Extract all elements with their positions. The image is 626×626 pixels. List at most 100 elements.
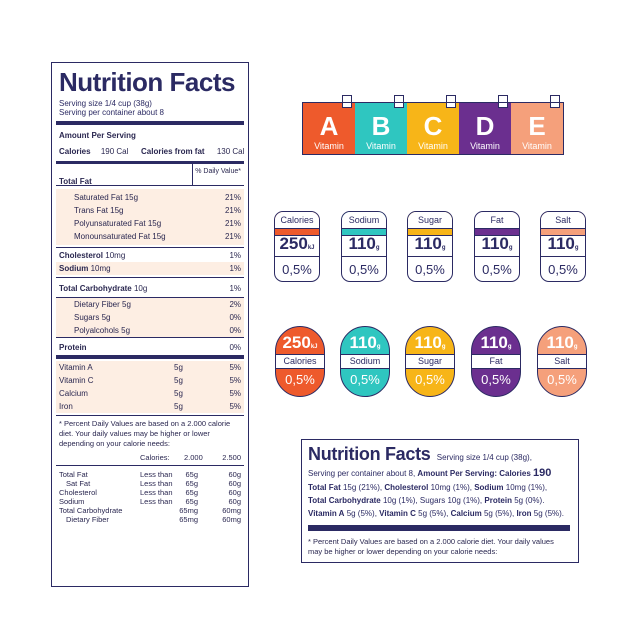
thick-divider — [56, 355, 244, 359]
vitamin-row-pct: 5% — [229, 363, 241, 372]
h-segment: Total Fat 15g (21%), — [308, 483, 384, 492]
nutrition-facts-label-vertical: Nutrition Facts Serving size 1/4 cup (38… — [51, 62, 249, 587]
carb-row-label: Dietary Fiber 5g — [74, 300, 131, 309]
fat-row-pct: 21% — [224, 206, 241, 215]
badge-value: 110 — [414, 333, 442, 352]
badge-value: 110 — [546, 333, 574, 352]
divider — [56, 185, 244, 186]
divider — [56, 297, 244, 298]
vitamin-row-label: Vitamin C — [59, 376, 94, 385]
tag-icon — [446, 95, 456, 108]
h-segment: Cholesterol 10mg (1%), — [384, 483, 474, 492]
vitamin-row: Iron 5g 5% — [56, 400, 244, 413]
dv-row-cond: Less than — [140, 470, 173, 479]
h-segment-label: Protein — [484, 496, 512, 505]
vitamin-row-pct: 5% — [229, 402, 241, 411]
h-segment-value: 10g (1%), Sugars 10g (1%), — [382, 496, 483, 505]
dv-row-label: Cholesterol — [59, 488, 97, 497]
dv-header-c2: 2.500 — [222, 453, 241, 462]
vitamin-name: Vitamin — [418, 141, 448, 151]
dv-table-row: Total Fat Less than 65g 60g — [56, 470, 244, 479]
vitamin-row-amount: 5g — [174, 389, 183, 398]
badge-value-row: 110g — [408, 234, 452, 254]
badge-value: 110 — [481, 234, 509, 253]
badge-value-row: 110g — [472, 333, 520, 353]
vitamin-row-pct: 5% — [229, 376, 241, 385]
badge-name: Fat — [490, 215, 504, 225]
calories-label: Calories — [59, 147, 91, 156]
badge-value: 250 — [279, 234, 308, 253]
badge-value-row: 250kJ — [275, 234, 319, 254]
badge-percent: 0,5% — [285, 372, 315, 387]
fat-row: Polyunsaturated Fat 15g 21% — [56, 217, 244, 230]
vitamin-row-label: Iron — [59, 402, 73, 411]
h-segment-value: 5g (5%), — [418, 509, 449, 518]
badge-percent: 0,5% — [415, 372, 445, 387]
divider — [56, 277, 244, 278]
badge-unit: g — [376, 344, 381, 350]
h-segment-label: Iron — [516, 509, 532, 518]
dv-table-rule — [56, 465, 244, 466]
badge-value: 110 — [348, 234, 376, 253]
filled-badge-sugar: 110g Sugar 0,5% — [405, 326, 455, 397]
dv-row-c2: 60mg — [222, 515, 241, 524]
fat-row: Saturated Fat 15g 21% — [56, 191, 244, 204]
protein-pct: 0% — [229, 343, 241, 352]
h-segment-label: Calcium — [450, 509, 482, 518]
protein-row: Protein 0% — [56, 341, 244, 354]
thick-divider — [308, 525, 570, 531]
total-carb-label: Total Carbohydrate — [59, 284, 132, 293]
fat-row-label: Trans Fat 15g — [74, 206, 124, 215]
filled-badge-fat: 110g Fat 0,5% — [471, 326, 521, 397]
vitamin-row-amount: 5g — [174, 363, 183, 372]
badge-name: Sugar — [406, 354, 454, 369]
h-segment-label: Total Fat — [308, 483, 341, 492]
badge-percent: 0,5% — [475, 256, 519, 277]
vitamin-letter: C — [423, 111, 443, 141]
vitamin-row-amount: 5g — [174, 402, 183, 411]
badge-name: Calories — [280, 215, 314, 225]
sodium-label: Sodium — [59, 264, 89, 273]
h-segment-label: Cholesterol — [384, 483, 429, 492]
badge-name: Sodium — [348, 215, 380, 225]
dv-header-label: Calories: — [140, 453, 170, 462]
dv-row-label: Total Fat — [59, 470, 88, 479]
vitamin-letter: B — [371, 111, 391, 141]
outline-badge-fat: Fat 110g 0,5% — [474, 211, 520, 282]
badge-header: Fat — [475, 212, 519, 236]
h-segment: Calcium 5g (5%), — [451, 509, 517, 518]
divider — [56, 247, 244, 248]
badge-header: Sugar — [408, 212, 452, 236]
h-segment: Protein 5g (0%). — [484, 496, 544, 505]
badge-percent: 0,5% — [547, 372, 577, 387]
h-calories: 190 — [533, 467, 552, 479]
h-segment-label: Vitamin C — [379, 509, 416, 518]
h-segment: Vitamin C 5g (5%), — [379, 509, 450, 518]
carb-row: Sugars 5g 0% — [56, 311, 244, 324]
vitamin-name: Vitamin — [314, 141, 344, 151]
calories-value: 190 Cal — [100, 147, 129, 156]
h-segment-value: 10mg (1%), — [505, 483, 548, 492]
badge-name: Salt — [538, 354, 586, 369]
carb-row-label: Sugars 5g — [74, 313, 111, 322]
h-line5: Vitamin A 5g (5%), Vitamin C 5g (5%), Ca… — [308, 509, 564, 518]
total-fat-label: Total Fat — [59, 177, 92, 186]
badge-name-pill: Calories — [275, 212, 319, 229]
badge-name: Sodium — [341, 354, 389, 369]
h-segment-label: Vitamin A — [308, 509, 345, 518]
badge-unit: g — [375, 245, 380, 251]
badge-name-pill: Sugar — [408, 212, 452, 229]
carb-row-label: Polyalcohols 5g — [74, 326, 131, 335]
h-segment-label: Total Carbohydrate — [308, 496, 381, 505]
dv-row-label: Sodium — [59, 497, 85, 506]
dv-row-c2: 60g — [228, 470, 241, 479]
cholesterol-row: Cholesterol 10mg 1% — [56, 249, 244, 262]
h-amount-label: Amount Per Serving: Calories — [417, 469, 531, 478]
dv-row-c1: 65g — [185, 488, 198, 497]
cholesterol-label: Cholesterol — [59, 251, 104, 260]
calories-row: Calories 190 Cal — [59, 147, 128, 156]
dv-table-header: Calories: 2.000 2.500 — [56, 453, 244, 463]
h-segment: Iron 5g (5%). — [516, 509, 564, 518]
carb-row: Polyalcohols 5g 0% — [56, 324, 244, 337]
h-segment-value: 5g (5%), — [346, 509, 377, 518]
